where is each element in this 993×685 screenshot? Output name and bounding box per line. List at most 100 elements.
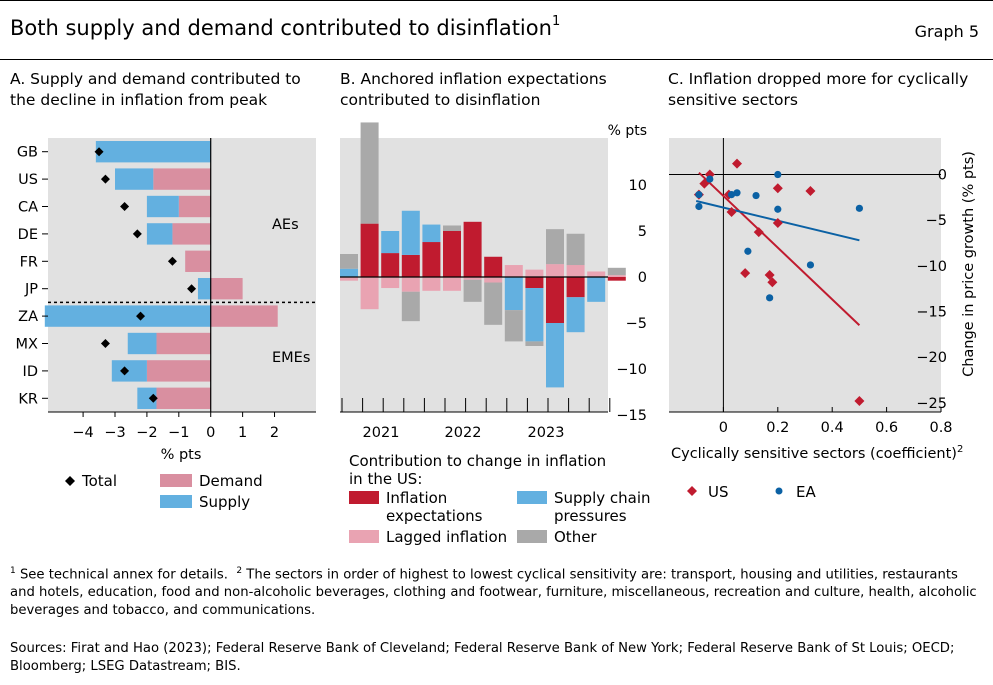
total-marker-ca	[120, 202, 130, 211]
x-tick-label: 0	[206, 425, 215, 441]
legend-demand-swatch	[160, 474, 192, 487]
x-tick-label: 0.2	[766, 420, 789, 436]
x-tick-label: 0	[719, 420, 728, 436]
category-label-us: US	[18, 172, 38, 188]
panel-a-legend: Total Demand Supply	[65, 472, 263, 511]
bar-demand-fr	[185, 250, 211, 272]
us-point	[767, 277, 778, 288]
bar-demand-id	[146, 360, 211, 382]
bar-inflation-expectations-2021-Q3	[422, 242, 441, 277]
panel-c-plot-area	[669, 138, 941, 412]
y-tick-label: 10	[629, 178, 647, 194]
ea-point	[744, 247, 752, 255]
category-label-fr: FR	[20, 254, 38, 270]
bar-lagged-inflation-2023-Q1	[546, 264, 564, 277]
bar-other-2023-Q4	[607, 267, 626, 276]
ea-point	[806, 261, 815, 269]
bar-supply-chain-pressures-2020-Q3	[340, 268, 358, 277]
page-title-text: Both supply and demand contributed to di…	[10, 16, 552, 40]
ea-point	[752, 191, 760, 200]
bar-lagged-inflation-2020-Q4	[360, 277, 379, 310]
y-tick-label: −5	[926, 213, 947, 229]
bar-other-2021-Q4	[443, 225, 461, 231]
total-marker-jp	[187, 284, 197, 294]
legend-supply-chain-line1: Supply chain	[554, 489, 651, 507]
panel-c-legend: US EA	[687, 483, 816, 501]
bar-other-2023-Q2	[566, 233, 585, 266]
legend-total-label: Total	[81, 472, 117, 490]
legend-expectations-line2: expectations	[386, 507, 483, 525]
panel-c-title: C. Inflation dropped more for cyclically…	[668, 70, 969, 109]
footnote-2: The sectors in order of highest to lowes…	[10, 567, 977, 619]
bar-inflation-expectations-2022-Q1	[463, 221, 482, 277]
bar-demand-kr	[156, 387, 211, 409]
bar-supply-de	[146, 223, 173, 245]
us-point	[772, 217, 783, 228]
total-marker-fr	[167, 256, 177, 266]
bar-lagged-inflation-2021-Q1	[381, 277, 400, 289]
bar-other-2022-Q3	[504, 310, 523, 342]
x-tick-label-2023: 2023	[528, 425, 565, 441]
y-tick-label: 0	[938, 168, 947, 184]
bar-demand-ca	[178, 195, 211, 218]
panel-b-title: B. Anchored inflation expectations contr…	[340, 70, 607, 109]
bar-supply-chain-pressures-2022-Q4	[525, 288, 544, 342]
bar-lagged-inflation-2021-Q4	[443, 277, 461, 291]
bar-lagged-inflation-2022-Q2	[484, 277, 503, 283]
legend-other-label: Other	[554, 528, 597, 546]
legend-expectations-swatch	[349, 491, 379, 504]
bar-inflation-expectations-2022-Q2	[484, 256, 503, 277]
legend-demand-label: Demand	[199, 472, 263, 490]
legend-supply-swatch	[160, 495, 192, 508]
y-tick-label: −10	[616, 362, 647, 378]
legend-b-title-line1: Contribution to change in inflation	[349, 452, 606, 470]
bar-inflation-expectations-2023-Q4	[607, 277, 626, 281]
panel-a-title: A. Supply and demand contributed to the …	[10, 70, 301, 109]
us-fit-line	[698, 171, 861, 326]
footnote-1-marker: 1	[10, 566, 16, 576]
x-tick-label: 1	[238, 425, 247, 441]
ea-point	[695, 191, 703, 199]
bar-supply-chain-pressures-2021-Q1	[381, 231, 400, 254]
us-point	[854, 396, 865, 407]
panel-b-unit: % pts	[608, 123, 647, 139]
category-label-za: ZA	[18, 309, 38, 325]
ea-point	[855, 204, 864, 212]
total-marker-id	[120, 366, 130, 376]
bar-inflation-expectations-2022-Q4	[525, 277, 544, 289]
category-label-gb: GB	[17, 145, 38, 161]
page-title: Both supply and demand contributed to di…	[10, 14, 560, 40]
x-axis-label: Cyclically sensitive sectors (coefficien…	[671, 444, 963, 462]
bar-other-2020-Q4	[360, 122, 379, 224]
bar-supply-chain-pressures-2022-Q3	[504, 277, 523, 311]
legend-other-swatch	[517, 530, 547, 543]
legend-ea-marker	[775, 487, 783, 495]
bar-supply-chain-pressures-2023-Q2	[566, 297, 585, 333]
category-label-ca: CA	[18, 200, 38, 216]
ea-point	[706, 175, 714, 183]
graph-label: Graph 5	[914, 22, 979, 41]
ea-point	[727, 191, 736, 199]
x-axis-label-sup: 2	[957, 444, 963, 455]
ea-point	[766, 294, 774, 302]
bar-inflation-expectations-2021-Q2	[401, 254, 420, 277]
x-tick-label: 0.4	[821, 420, 844, 436]
y-tick-label: −20	[916, 350, 947, 366]
footnote-1: See technical annex for details.	[19, 567, 228, 583]
legend-lagged-swatch	[349, 530, 379, 543]
bar-lagged-inflation-2020-Q3	[340, 277, 358, 281]
total-marker-gb	[94, 147, 104, 157]
x-tick-label-2022: 2022	[445, 425, 482, 441]
bar-supply-jp	[197, 278, 211, 300]
bar-inflation-expectations-2021-Q1	[381, 253, 400, 277]
legend-supply-chain-swatch	[517, 491, 547, 504]
bar-other-2022-Q1	[463, 279, 482, 302]
bar-supply-mx	[127, 332, 157, 355]
ea-point	[733, 189, 741, 197]
legend-us-marker	[687, 486, 697, 496]
y-tick-label: −15	[916, 305, 947, 321]
bar-supply-gb	[95, 141, 211, 163]
legend-lagged-label: Lagged inflation	[386, 528, 507, 546]
x-tick-label: −3	[104, 425, 125, 441]
